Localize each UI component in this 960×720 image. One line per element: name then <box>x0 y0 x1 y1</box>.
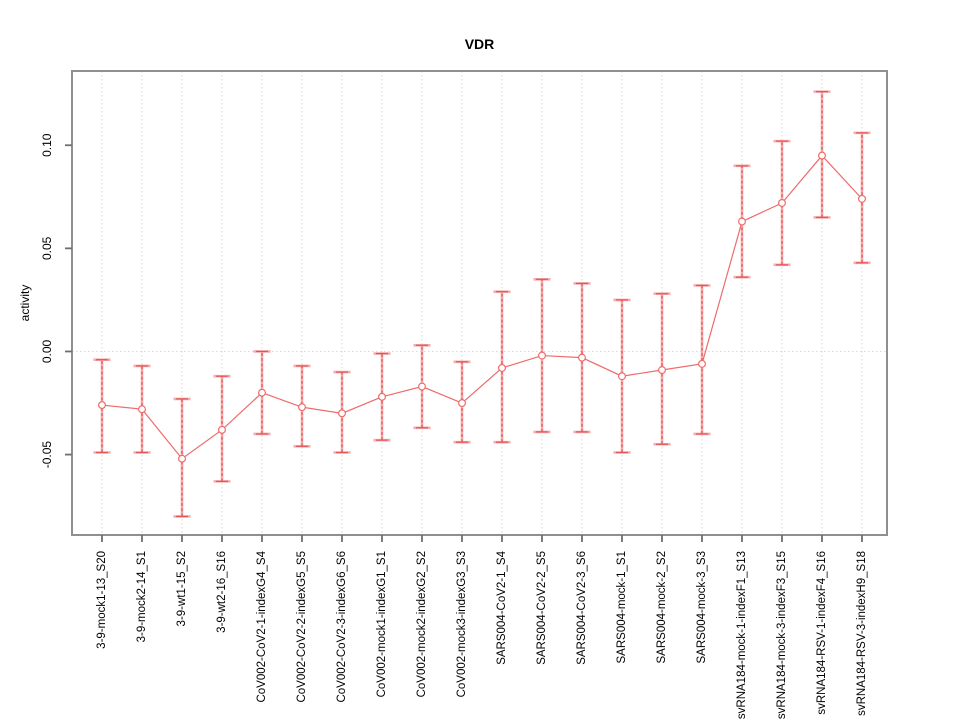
x-tick-label: CoV002-CoV2-1-indexG4_S4 <box>256 550 268 702</box>
data-point <box>498 363 507 372</box>
x-tick-label: 3-9-mock2-14_S1 <box>136 551 148 642</box>
data-point <box>218 425 227 434</box>
data-point <box>338 409 347 418</box>
data-point <box>298 403 307 412</box>
data-point <box>418 382 427 391</box>
x-tick-label: 3-9-wt1-15_S2 <box>176 551 188 626</box>
data-point <box>537 351 546 360</box>
data-point <box>617 372 626 381</box>
data-point <box>138 405 147 414</box>
x-tick-label: CoV002-CoV2-3-indexG6_S6 <box>336 551 348 703</box>
x-tick-label: SARS004-mock-2_S2 <box>656 551 668 664</box>
data-point <box>817 151 826 160</box>
x-tick-label: SARS004-mock-1_S1 <box>616 551 628 664</box>
data-point <box>777 198 786 207</box>
plot-border <box>71 70 888 536</box>
x-tick-label: 3-9-mock1-13_S20 <box>96 551 108 649</box>
x-tick-label: SARS004-CoV2-2_S5 <box>536 551 548 665</box>
x-tick-label: CoV002-CoV2-2-indexG5_S5 <box>296 551 308 703</box>
data-point <box>737 217 746 226</box>
x-tick-label: svRNA184-mock-3-indexF3_S15 <box>776 551 788 719</box>
data-point <box>857 194 866 203</box>
data-point <box>378 392 387 401</box>
series-line <box>101 154 863 460</box>
data-point <box>458 399 467 408</box>
y-tick-label: -0.05 <box>40 441 54 469</box>
x-tick-label: svRNA184-RSV-1-indexF4_S16 <box>816 551 828 715</box>
x-tick-label: svRNA184-RSV-3-indexH9_S18 <box>856 551 868 716</box>
x-tick-label: SARS004-mock-3_S3 <box>696 551 708 664</box>
x-tick-label: svRNA184-mock-1-indexF1_S13 <box>736 551 748 719</box>
data-point <box>258 388 267 397</box>
chart-title: VDR <box>464 36 495 52</box>
data-point <box>577 353 586 362</box>
x-tick-label: CoV002-mock2-indexG2_S2 <box>416 551 428 697</box>
y-tick-label: 0.05 <box>40 236 54 260</box>
data-point <box>97 401 106 410</box>
data-point <box>178 454 187 463</box>
data-point <box>657 366 666 375</box>
x-tick-label: 3-9-wt2-16_S16 <box>216 551 228 633</box>
x-tick-label: CoV002-mock3-indexG3_S3 <box>456 551 468 697</box>
data-point <box>697 359 706 368</box>
y-tick-label: 0.10 <box>40 133 54 157</box>
y-tick-label: 0.00 <box>40 339 54 363</box>
x-tick-label: SARS004-CoV2-3_S6 <box>576 551 588 665</box>
x-tick-label: CoV002-mock1-indexG1_S1 <box>376 551 388 697</box>
x-tick-label: SARS004-CoV2-1_S4 <box>496 550 508 664</box>
